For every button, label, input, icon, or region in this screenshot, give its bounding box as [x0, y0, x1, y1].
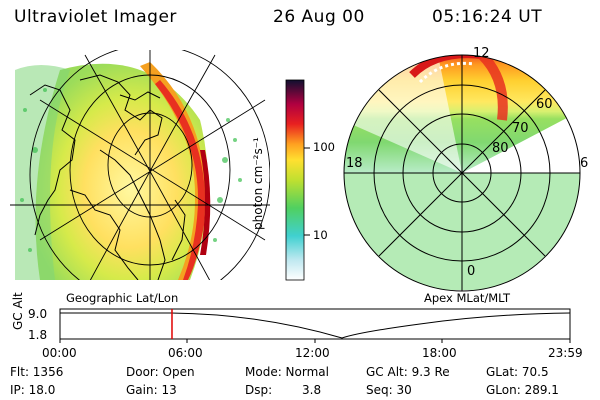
- altitude-xtick-0000: 00:00: [42, 346, 77, 360]
- header-time: 05:16:24 UT: [432, 7, 543, 27]
- altitude-xtick-2359: 23:59: [548, 346, 583, 360]
- app-title: Ultraviolet Imager: [14, 7, 177, 27]
- info-glat: GLat: 70.5: [486, 365, 549, 379]
- mlt-label-0: 0: [467, 264, 476, 279]
- right-panel-caption: Apex MLat/MLT: [424, 291, 511, 305]
- info-mode: Mode: Normal: [245, 365, 329, 379]
- speckle-cloud: [20, 88, 242, 252]
- info-flt: Flt: 1356: [10, 365, 64, 379]
- coastlines: [29, 74, 186, 280]
- info-dsp-label: Dsp:: [245, 383, 273, 397]
- info-door: Door: Open: [126, 365, 195, 379]
- info-ip: IP: 18.0: [10, 383, 56, 397]
- info-seq: Seq: 30: [366, 383, 412, 397]
- colorbar-tick-10: 10: [313, 228, 328, 242]
- mlt-label-12: 12: [473, 46, 490, 61]
- polar-grid: [343, 54, 581, 292]
- mlt-label-18: 18: [346, 156, 363, 171]
- sunlit-region: [35, 63, 208, 280]
- mlt-label-6: 6: [580, 156, 589, 171]
- colorbar-tick-100: 100: [313, 140, 335, 154]
- aurora-edge-red: [155, 80, 206, 280]
- mlat-label-80: 80: [492, 141, 509, 156]
- altitude-xtick-1800: 18:00: [422, 346, 457, 360]
- info-glon: GLon: 289.1: [486, 383, 559, 397]
- altitude-ylabel: GC Alt: [11, 292, 25, 330]
- mlat-label-60: 60: [536, 97, 553, 112]
- left-panel-caption: Geographic Lat/Lon: [66, 291, 179, 305]
- colorbar: [285, 79, 310, 281]
- altitude-ytick-low: 1.8: [28, 328, 48, 342]
- geographic-image: [10, 50, 270, 280]
- altitude-xtick-0600: 06:00: [168, 346, 203, 360]
- lat-lon-grid: [10, 50, 270, 280]
- altitude-plot: [59, 308, 571, 343]
- noise-region: [15, 65, 70, 280]
- polar-plot: [343, 54, 581, 292]
- info-gain: Gain: 13: [126, 383, 177, 397]
- altitude-curve: [60, 312, 571, 339]
- altitude-xtick-1200: 12:00: [295, 346, 330, 360]
- header-date: 26 Aug 00: [273, 7, 365, 27]
- info-gc-alt: GC Alt: 9.3 Re: [366, 365, 450, 379]
- altitude-ytick-high: 9.0: [28, 307, 48, 321]
- colorbar-unit-label: photon cm⁻²s⁻¹: [251, 137, 265, 230]
- info-dsp-value: 3.8: [302, 383, 322, 397]
- mlat-label-70: 70: [512, 121, 529, 136]
